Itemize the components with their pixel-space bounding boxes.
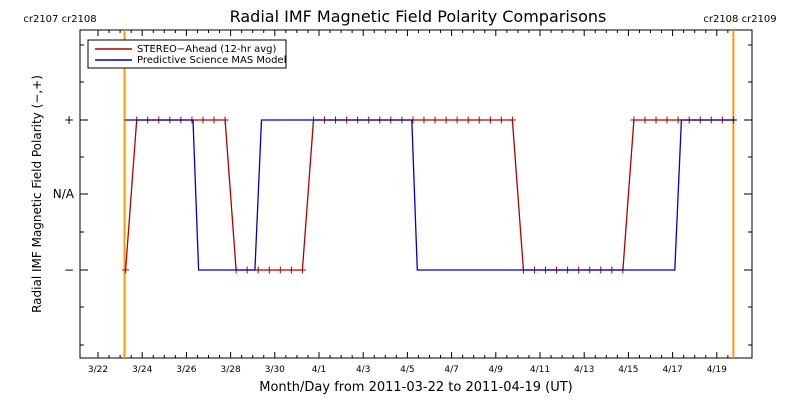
legend-box	[87, 39, 287, 69]
series-point	[287, 266, 295, 274]
series-point	[652, 116, 660, 124]
x-tick-label-4: 3/30	[265, 365, 285, 375]
carrington-label-0: cr2107 cr2108	[23, 14, 96, 25]
series-point	[122, 266, 130, 274]
x-tick-label-10: 4/11	[530, 365, 550, 375]
x-tick-label-3: 3/28	[220, 365, 240, 375]
legend: STEREO−Ahead (12-hr avg) Predictive Scie…	[87, 39, 287, 69]
series-point	[475, 116, 483, 124]
series-point	[497, 116, 505, 124]
series-point	[221, 116, 229, 124]
crossing-labels: cr2107 cr2108 cr2108 cr2109	[23, 14, 776, 25]
series-point	[265, 266, 273, 274]
x-tick-label-5: 4/1	[312, 365, 326, 375]
series-point	[199, 116, 207, 124]
x-tick-label-8: 4/7	[444, 365, 458, 375]
y-tick-label-2: −	[64, 263, 74, 277]
y-axis-label: Radial IMF Magnetic Field Polarity (−,+)	[30, 75, 44, 313]
series-point	[486, 116, 494, 124]
y-tick-label-0: +	[64, 113, 74, 127]
legend-label-stereo: STEREO−Ahead (12-hr avg)	[137, 44, 277, 55]
carrington-label-1: cr2108 cr2109	[703, 14, 776, 25]
series-line-0	[124, 119, 734, 271]
x-tick-label-6: 4/3	[356, 365, 370, 375]
series-point	[442, 116, 450, 124]
series-point	[630, 116, 638, 124]
x-tick-label-9: 4/9	[489, 365, 504, 375]
x-tick-label-2: 3/26	[176, 365, 196, 375]
x-axis-label: Month/Day from 2011-03-22 to 2011-04-19 …	[259, 380, 572, 395]
x-tick-label-0: 3/22	[88, 365, 108, 375]
legend-label-mas: Predictive Science MAS Model	[137, 55, 286, 66]
x-tick-label-12: 4/15	[618, 365, 638, 375]
series-point	[431, 116, 439, 124]
x-tick-label-11: 4/13	[574, 365, 594, 375]
series-point	[453, 116, 461, 124]
x-tick-label-1: 3/24	[132, 365, 152, 375]
series-point	[674, 116, 682, 124]
x-tick-label-14: 4/19	[707, 365, 727, 375]
chart-title: Radial IMF Magnetic Field Polarity Compa…	[230, 7, 607, 26]
series-point	[298, 266, 306, 274]
series-point	[210, 116, 218, 124]
x-tick-label-7: 4/5	[400, 365, 414, 375]
series-point	[641, 116, 649, 124]
series-point	[254, 266, 262, 274]
plot-frame	[79, 29, 753, 359]
series-point	[276, 266, 284, 274]
x-ticks: 3/22 3/24 3/26 3/28 3/30 4/1 4/3 4/5 4/7 4/9 4/11 4…	[88, 30, 729, 375]
series-point	[508, 116, 516, 124]
series-lines	[122, 116, 737, 274]
series-line-1	[124, 119, 737, 271]
x-tick-label-13: 4/17	[662, 365, 682, 375]
series-point	[464, 116, 472, 124]
y-ticks: + N/A −	[53, 44, 752, 346]
carrington-lines	[123, 30, 735, 358]
series-point	[663, 116, 671, 124]
y-tick-label-1: N/A	[53, 187, 75, 201]
series-point	[420, 116, 428, 124]
